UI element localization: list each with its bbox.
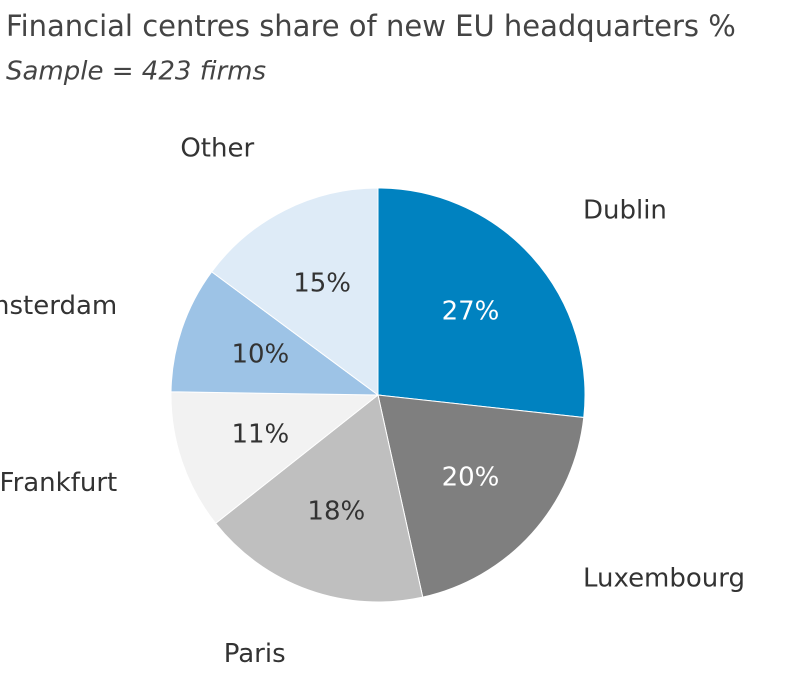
pie-slice [170, 391, 380, 525]
chart-title: Financial centres share of new EU headqu… [6, 9, 736, 43]
category-label: Dublin [583, 196, 667, 226]
category-label: Paris [224, 639, 286, 669]
value-label: 20% [442, 462, 500, 492]
value-label: 11% [231, 419, 289, 449]
pie-slice [214, 394, 424, 603]
pie-slice [377, 394, 585, 598]
category-label: Luxembourg [583, 563, 745, 593]
value-label: 10% [231, 340, 289, 370]
chart-subtitle: Sample = 423 firms [6, 57, 266, 87]
category-label: Frankfurt [0, 468, 117, 498]
category-label: Amsterdam [0, 291, 117, 321]
pie-slice [210, 187, 379, 396]
value-label: 18% [307, 497, 365, 527]
category-label: Other [180, 134, 254, 164]
pie-slice [377, 187, 586, 419]
value-label: 15% [293, 269, 351, 299]
pie-slice [170, 271, 380, 396]
value-label: 27% [442, 297, 500, 327]
